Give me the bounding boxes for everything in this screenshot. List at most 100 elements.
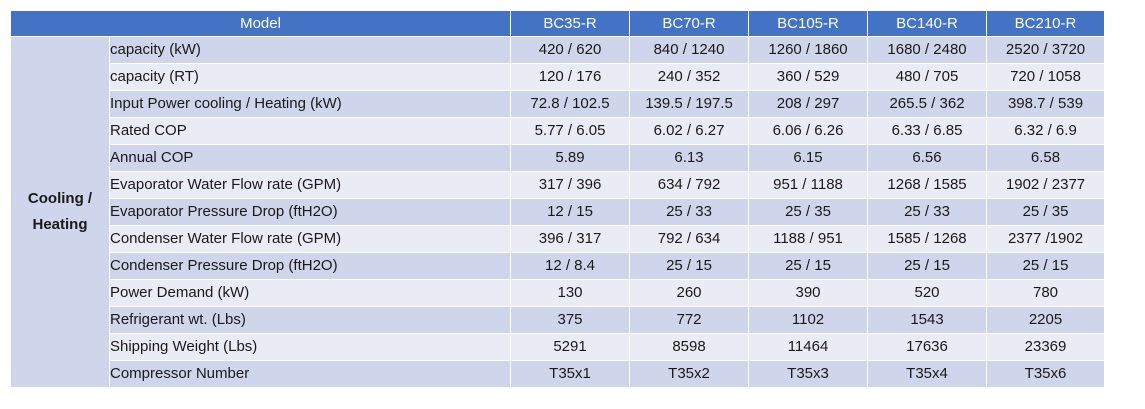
header-row: Model BC35-R BC70-R BC105-R BC140-R BC21… — [9, 10, 1106, 37]
model-column-header: BC70-R — [629, 10, 750, 37]
table-row: Condenser Pressure Drop (ftH2O) 12 / 8.4… — [11, 252, 1106, 280]
table-header: Model BC35-R BC70-R BC105-R BC140-R BC21… — [9, 10, 1106, 37]
value-cell: 390 — [748, 279, 869, 307]
param-cell: capacity (RT) — [108, 63, 512, 91]
value-cell: 1585 / 1268 — [867, 225, 988, 253]
table-row: Shipping Weight (Lbs) 5291 8598 11464 17… — [11, 333, 1106, 361]
value-cell: 1543 — [867, 306, 988, 334]
table-row: capacity (RT) 120 / 176 240 / 352 360 / … — [11, 63, 1106, 91]
value-cell: 6.32 / 6.9 — [986, 117, 1106, 145]
param-cell: Refrigerant wt. (Lbs) — [108, 306, 512, 334]
value-cell: 396 / 317 — [510, 225, 631, 253]
value-cell: 5291 — [510, 333, 631, 361]
value-cell: 72.8 / 102.5 — [510, 90, 631, 118]
value-cell: 130 — [510, 279, 631, 307]
table-row: Evaporator Water Flow rate (GPM) 317 / 3… — [11, 171, 1106, 199]
value-cell: 265.5 / 362 — [867, 90, 988, 118]
value-cell: 260 — [629, 279, 750, 307]
model-column-header: BC35-R — [510, 10, 631, 37]
param-cell: Condenser Water Flow rate (GPM) — [108, 225, 512, 253]
model-column-header: BC105-R — [748, 10, 869, 37]
value-cell: 240 / 352 — [629, 63, 750, 91]
value-cell: 6.33 / 6.85 — [867, 117, 988, 145]
param-cell: Input Power cooling / Heating (kW) — [108, 90, 512, 118]
value-cell: 2520 / 3720 — [986, 36, 1106, 64]
table-body: Cooling / Heating capacity (kW) 420 / 62… — [10, 36, 1106, 388]
value-cell: 23369 — [986, 333, 1106, 361]
value-cell: 792 / 634 — [629, 225, 750, 253]
group-label-line2: Heating — [32, 216, 88, 233]
value-cell: 6.56 — [867, 144, 988, 172]
value-cell: 6.02 / 6.27 — [629, 117, 750, 145]
spec-table-container: Model BC35-R BC70-R BC105-R BC140-R BC21… — [9, 10, 1106, 388]
value-cell: T35x2 — [629, 360, 750, 388]
value-cell: 25 / 33 — [867, 198, 988, 226]
table-row: Power Demand (kW) 130 260 390 520 780 — [11, 279, 1106, 307]
value-cell: 120 / 176 — [510, 63, 631, 91]
value-cell: 780 — [986, 279, 1106, 307]
value-cell: 25 / 15 — [986, 252, 1106, 280]
value-cell: 360 / 529 — [748, 63, 869, 91]
model-header: Model — [9, 10, 512, 37]
table-row: Annual COP 5.89 6.13 6.15 6.56 6.58 — [11, 144, 1106, 172]
param-cell: Power Demand (kW) — [108, 279, 512, 307]
value-cell: T35x4 — [867, 360, 988, 388]
value-cell: 398.7 / 539 — [986, 90, 1106, 118]
table-row: Cooling / Heating capacity (kW) 420 / 62… — [10, 36, 1106, 388]
value-cell: 12 / 8.4 — [510, 252, 631, 280]
value-cell: 520 — [867, 279, 988, 307]
value-cell: 2377 /1902 — [986, 225, 1106, 253]
value-cell: 634 / 792 — [629, 171, 750, 199]
value-cell: 1188 / 951 — [748, 225, 869, 253]
group-label-line1: Cooling / — [27, 190, 93, 207]
value-cell: 17636 — [867, 333, 988, 361]
value-cell: 25 / 35 — [986, 198, 1106, 226]
value-cell: 1260 / 1860 — [748, 36, 869, 64]
value-cell: 317 / 396 — [510, 171, 631, 199]
group-label-cell: Cooling / Heating — [10, 36, 110, 388]
model-column-header: BC140-R — [867, 10, 988, 37]
param-cell: Annual COP — [108, 144, 512, 172]
value-cell: 951 / 1188 — [748, 171, 869, 199]
value-cell: 1268 / 1585 — [867, 171, 988, 199]
value-cell: 480 / 705 — [867, 63, 988, 91]
value-cell: 6.15 — [748, 144, 869, 172]
value-cell: 25 / 33 — [629, 198, 750, 226]
spec-table: Model BC35-R BC70-R BC105-R BC140-R BC21… — [9, 10, 1106, 388]
param-cell: Shipping Weight (Lbs) — [108, 333, 512, 361]
param-cell: Condenser Pressure Drop (ftH2O) — [108, 252, 512, 280]
table-row: Refrigerant wt. (Lbs) 375 772 1102 1543 … — [11, 306, 1106, 334]
table-row: Input Power cooling / Heating (kW) 72.8 … — [11, 90, 1106, 118]
param-cell: capacity (kW) — [108, 36, 512, 64]
value-cell: 5.89 — [510, 144, 631, 172]
param-cell: Rated COP — [108, 117, 512, 145]
value-cell: 25 / 15 — [748, 252, 869, 280]
value-cell: 11464 — [748, 333, 869, 361]
value-cell: 12 / 15 — [510, 198, 631, 226]
value-cell: 25 / 15 — [629, 252, 750, 280]
value-cell: 5.77 / 6.05 — [510, 117, 631, 145]
value-cell: 25 / 35 — [748, 198, 869, 226]
value-cell: 8598 — [629, 333, 750, 361]
table-row: Rated COP 5.77 / 6.05 6.02 / 6.27 6.06 /… — [11, 117, 1106, 145]
value-cell: 2205 — [986, 306, 1106, 334]
value-cell: 1102 — [748, 306, 869, 334]
value-cell: 6.06 / 6.26 — [748, 117, 869, 145]
table-row: Condenser Water Flow rate (GPM) 396 / 31… — [11, 225, 1106, 253]
value-cell: 772 — [629, 306, 750, 334]
value-cell: 420 / 620 — [510, 36, 631, 64]
table-row: Evaporator Pressure Drop (ftH2O) 12 / 15… — [11, 198, 1106, 226]
value-cell: 1680 / 2480 — [867, 36, 988, 64]
value-cell: 139.5 / 197.5 — [629, 90, 750, 118]
value-cell: 208 / 297 — [748, 90, 869, 118]
value-cell: 6.13 — [629, 144, 750, 172]
value-cell: 840 / 1240 — [629, 36, 750, 64]
value-cell: 6.58 — [986, 144, 1106, 172]
value-cell: 720 / 1058 — [986, 63, 1106, 91]
model-column-header: BC210-R — [986, 10, 1106, 37]
param-cell: Evaporator Pressure Drop (ftH2O) — [108, 198, 512, 226]
value-cell: 25 / 15 — [867, 252, 988, 280]
value-cell: 1902 / 2377 — [986, 171, 1106, 199]
table-row: Compressor Number T35x1 T35x2 T35x3 T35x… — [11, 360, 1106, 388]
value-cell: T35x1 — [510, 360, 631, 388]
